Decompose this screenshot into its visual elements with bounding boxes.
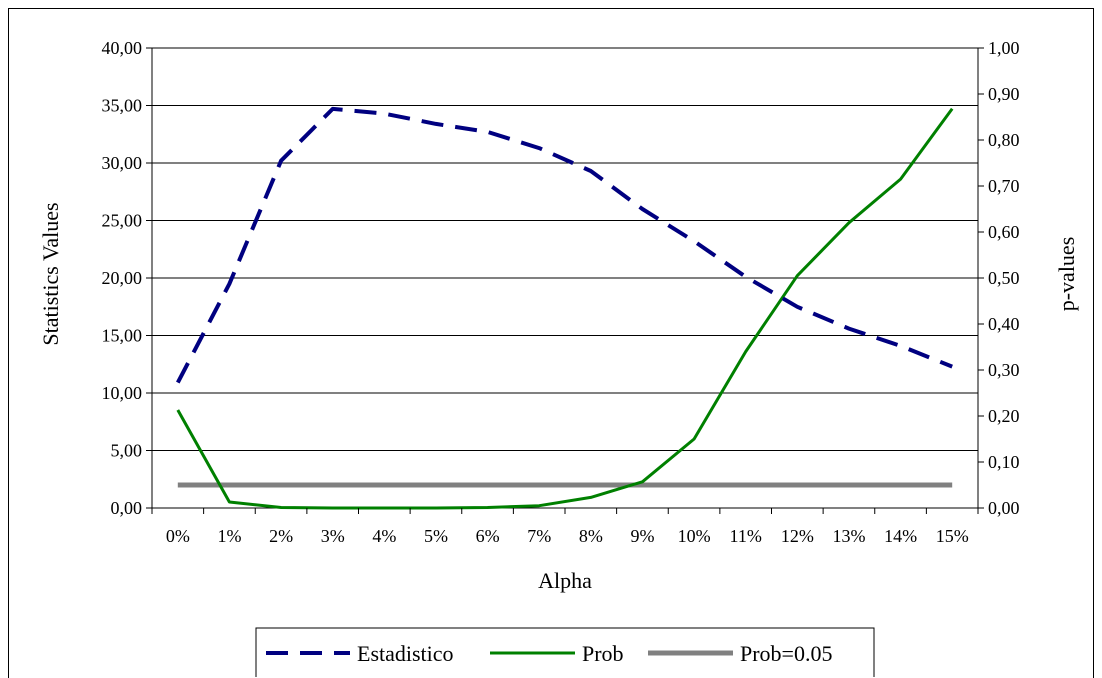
left-tick-label: 10,00: [102, 383, 143, 403]
series-line-prob: [176, 107, 954, 510]
x-tick-label: 13%: [832, 526, 865, 546]
left-axis-title: Statistics Values: [38, 202, 63, 345]
x-axis-ticks: 0% 1% 2% 3% 4% 5% 6% 7% 8% 9% 10% 11% 12% 13% 14% 15%: [151, 508, 979, 546]
left-tick-label: 15,00: [102, 326, 143, 346]
right-tick-label: 0,90: [988, 84, 1020, 104]
legend: Estadistico Prob Prob=0.05: [255, 627, 875, 677]
series-lines: [176, 106, 954, 510]
gridlines: [152, 47, 978, 509]
left-tick-label: 40,00: [102, 38, 143, 58]
legend-label-prob-005: Prob=0.05: [740, 641, 832, 666]
right-axis-ticks: 0,00 0,10 0,20 0,30 0,40 0,50 0,60 0,70 0,80 0,90…: [978, 38, 1020, 518]
right-tick-label: 0,50: [988, 268, 1020, 288]
x-tick-label: 0%: [166, 526, 190, 546]
x-tick-label: 2%: [269, 526, 293, 546]
right-tick-label: 0,30: [988, 360, 1020, 380]
right-tick-label: 1,00: [988, 38, 1020, 58]
x-tick-label: 10%: [678, 526, 711, 546]
x-tick-label: 1%: [217, 526, 241, 546]
x-tick-label: 3%: [321, 526, 345, 546]
x-tick-label: 11%: [730, 526, 762, 546]
x-tick-label: 4%: [372, 526, 396, 546]
right-tick-label: 0,70: [988, 176, 1020, 196]
x-tick-label: 9%: [630, 526, 654, 546]
x-tick-label: 8%: [579, 526, 603, 546]
right-tick-label: 0,80: [988, 130, 1020, 150]
x-tick-label: 14%: [884, 526, 917, 546]
left-tick-label: 0,00: [111, 498, 143, 518]
chart-area: [8, 8, 1094, 678]
right-tick-label: 0,10: [988, 452, 1020, 472]
left-tick-label: 25,00: [102, 211, 143, 231]
legend-label-prob: Prob: [582, 641, 624, 666]
left-tick-label: 20,00: [102, 268, 143, 288]
x-tick-label: 7%: [527, 526, 551, 546]
x-axis-title: Alpha: [538, 568, 592, 593]
x-tick-label: 15%: [936, 526, 969, 546]
right-tick-label: 0,40: [988, 314, 1020, 334]
series-line-estadistico: [176, 106, 953, 384]
left-tick-label: 30,00: [102, 153, 143, 173]
right-tick-label: 0,00: [988, 498, 1020, 518]
right-axis-title: p-values: [1054, 237, 1079, 312]
right-tick-label: 0,20: [988, 406, 1020, 426]
left-tick-label: 35,00: [102, 96, 143, 116]
x-tick-label: 12%: [781, 526, 814, 546]
x-tick-label: 5%: [424, 526, 448, 546]
legend-label-estadistico: Estadistico: [357, 641, 454, 666]
right-tick-label: 0,60: [988, 222, 1020, 242]
x-tick-label: 6%: [476, 526, 500, 546]
left-axis-ticks: 0,00 5,00 10,00 15,00 20,00 25,00 30,00 35,00 40…: [102, 38, 152, 518]
left-tick-label: 5,00: [111, 441, 143, 461]
